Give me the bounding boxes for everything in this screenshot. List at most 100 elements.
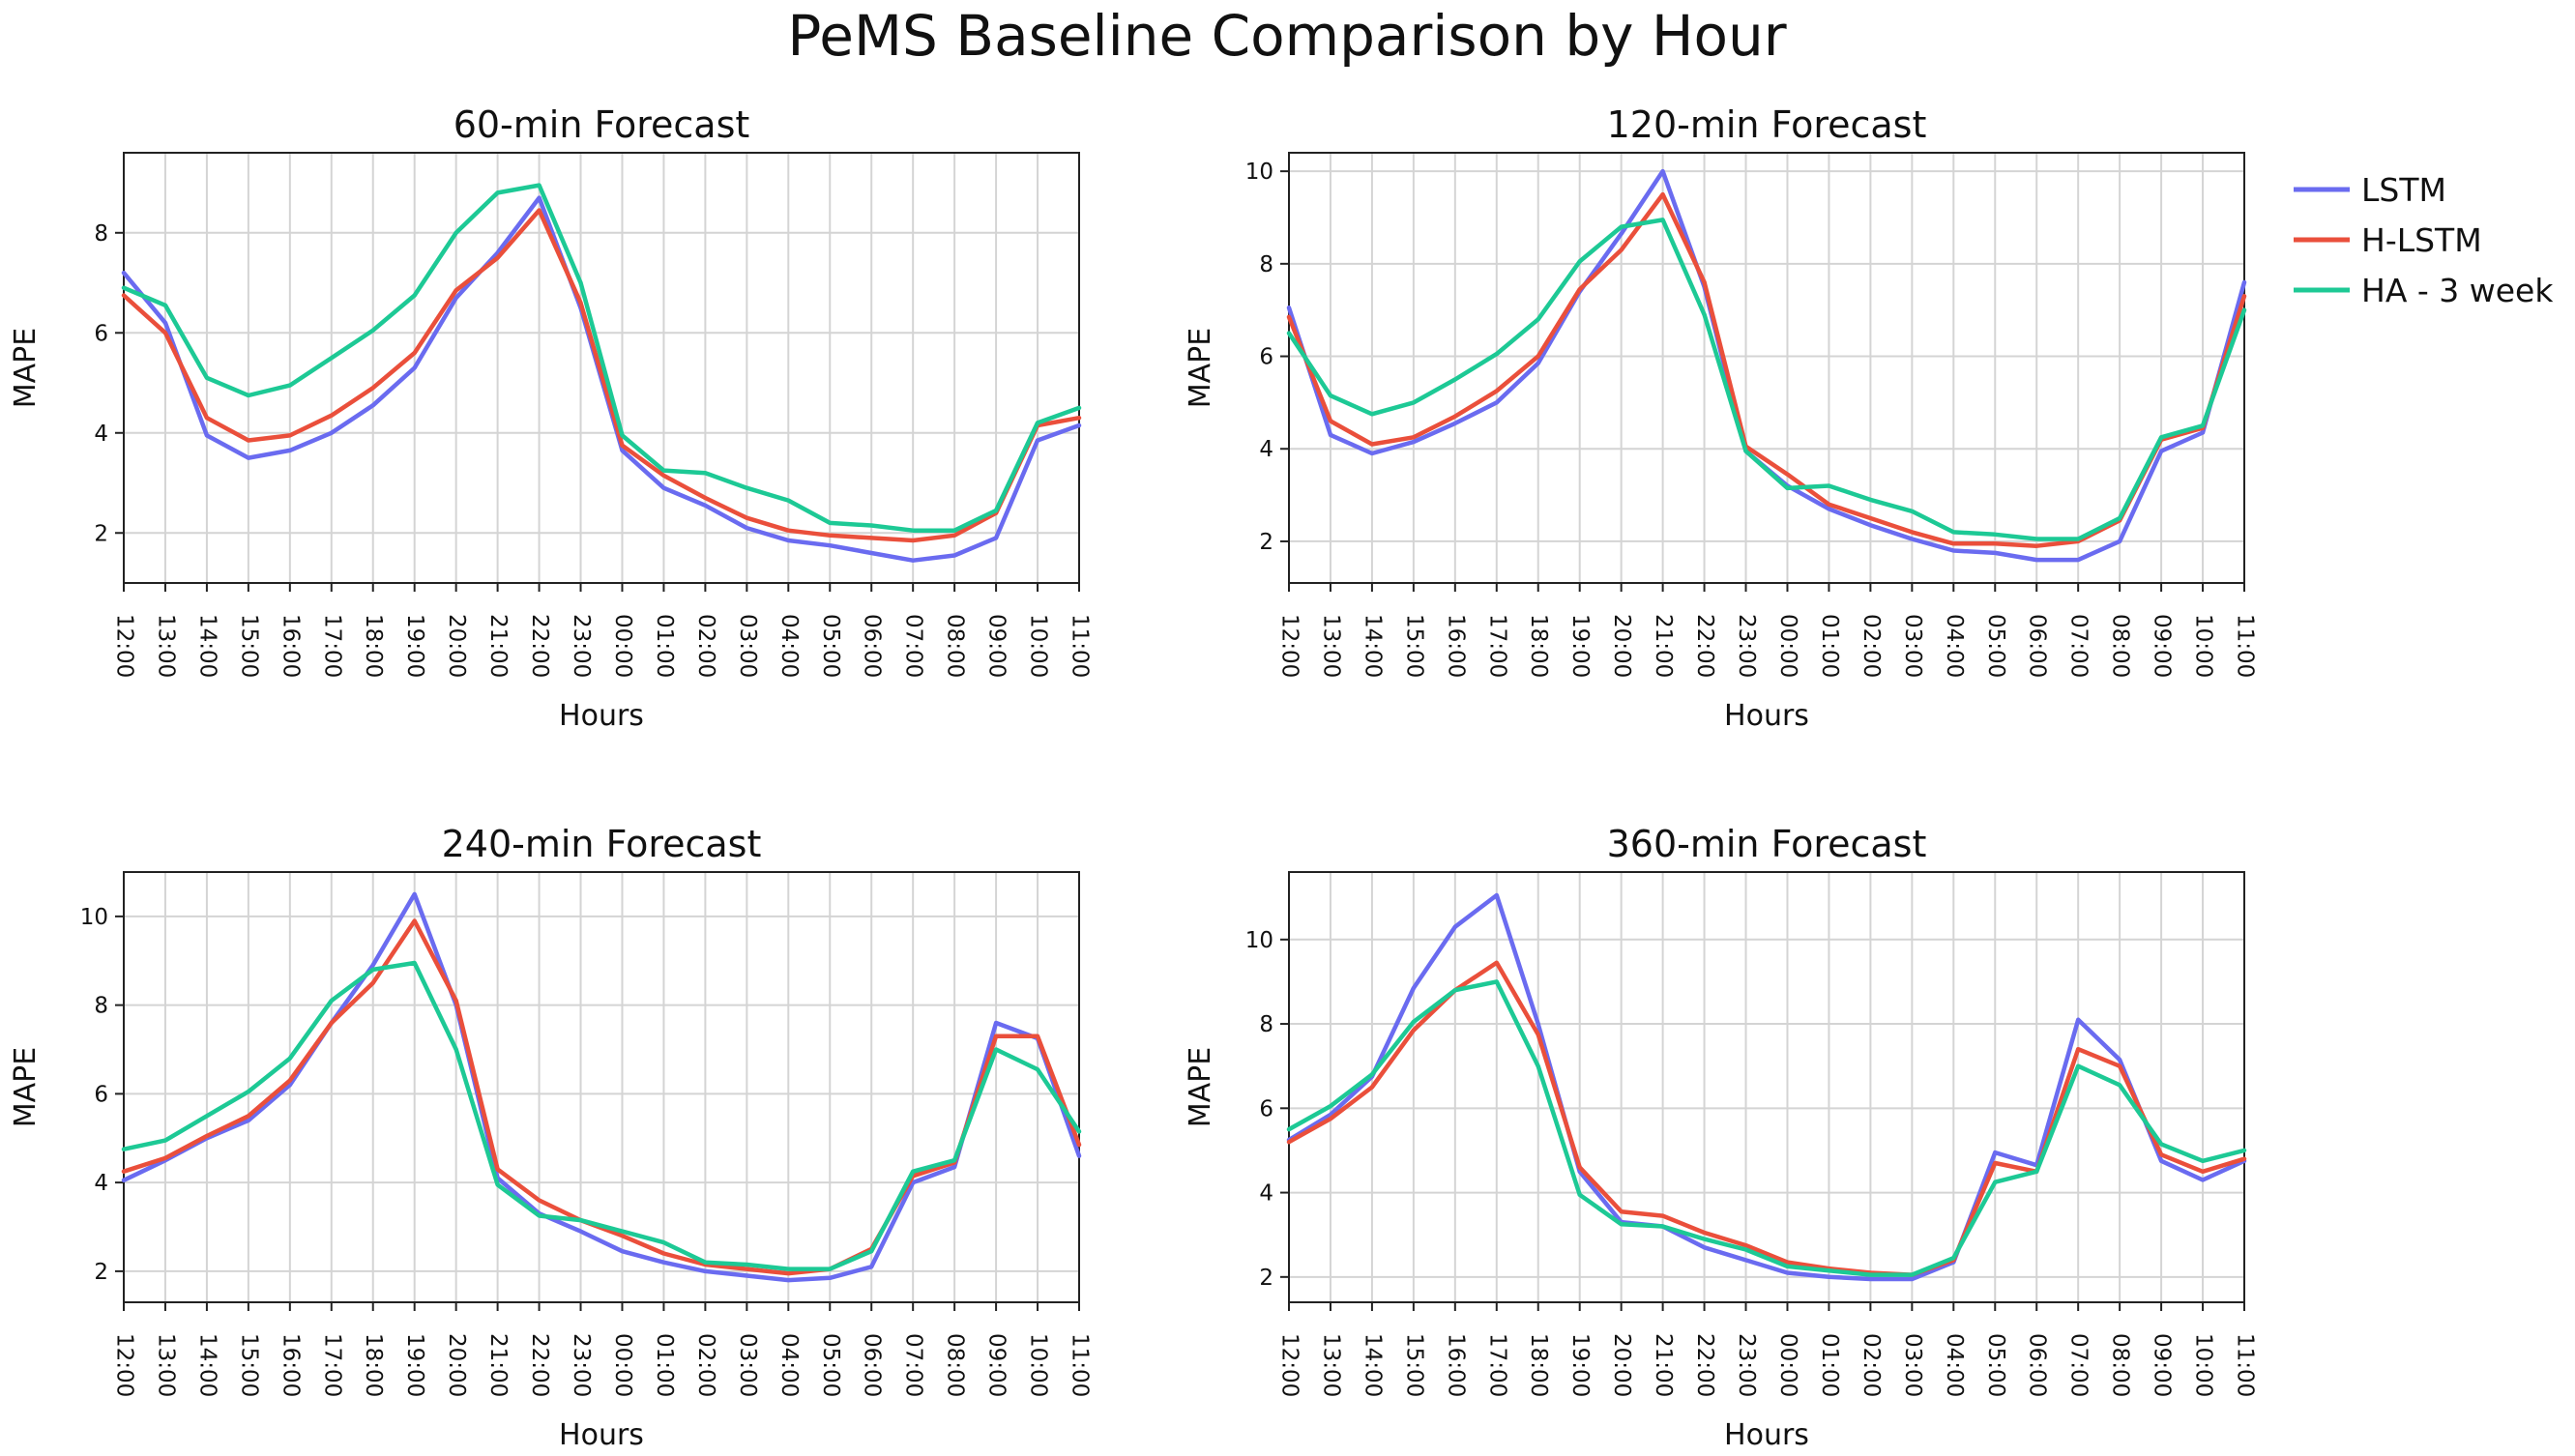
- legend-item: H-LSTM: [2294, 221, 2482, 259]
- y-tick-label: 8: [1259, 252, 1273, 277]
- y-tick-label: 8: [1259, 1012, 1273, 1037]
- plot-frame: [1288, 871, 2245, 1303]
- chart-panels: 60-min Forecast 2 4 6 8 12:00 13:00 14:00 15:00 1…: [9, 103, 2258, 1452]
- x-tick-label: 19:00: [1567, 614, 1593, 678]
- y-tick-label: 6: [94, 1082, 108, 1107]
- x-tick-label: 20:00: [444, 1333, 469, 1397]
- chart-panel-1: 60-min Forecast 2 4 6 8 12:00 13:00 14:00 15:00 1…: [9, 103, 1093, 733]
- x-tick-label: 12:00: [112, 614, 137, 678]
- x-tick-label: 13:00: [1318, 614, 1343, 678]
- x-tick-label: 18:00: [1526, 614, 1551, 678]
- x-tick-label: 23:00: [1734, 1333, 1759, 1397]
- legend-label: HA - 3 week: [2361, 272, 2554, 309]
- x-tick-label: 19:00: [1567, 1333, 1593, 1397]
- plot-frame: [1288, 152, 2245, 584]
- x-tick-label: 01:00: [1817, 614, 1842, 678]
- x-tick-label: 07:00: [901, 1333, 926, 1397]
- x-tick-label: 11:00: [1068, 1333, 1093, 1397]
- x-tick-label: 20:00: [444, 614, 469, 678]
- x-tick-label: 22:00: [527, 614, 552, 678]
- x-tick-label: 15:00: [1401, 1333, 1426, 1397]
- y-tick-label: 4: [94, 422, 108, 447]
- x-tick-label: 10:00: [1026, 614, 1051, 678]
- x-tick-label: 09:00: [2150, 1333, 2175, 1397]
- x-tick-label: 09:00: [2150, 614, 2175, 678]
- x-tick-label: 22:00: [527, 1333, 552, 1397]
- y-tick-label: 10: [1245, 928, 1273, 953]
- x-tick-label: 20:00: [1609, 614, 1634, 678]
- x-tick-label: 08:00: [943, 614, 968, 678]
- x-tick-label: 14:00: [194, 614, 219, 678]
- x-tick-label: 00:00: [1775, 614, 1800, 678]
- x-tick-label: 13:00: [1318, 1333, 1343, 1397]
- legend: LSTM H-LSTM HA - 3 week: [2294, 171, 2554, 309]
- x-tick-label: 15:00: [236, 1333, 261, 1397]
- x-tick-label: 05:00: [1983, 614, 2008, 678]
- chart-title: 360-min Forecast: [1607, 823, 1927, 865]
- chart-panel-2: 120-min Forecast 2 4 6 8 10 12:00 13:00 14:00 15:…: [1184, 103, 2258, 733]
- x-tick-label: 00:00: [610, 1333, 635, 1397]
- y-tick-label: 8: [94, 994, 108, 1019]
- x-tick-label: 17:00: [319, 1333, 344, 1397]
- chart-panel-3: 240-min Forecast 2 4 6 8 10 12:00 13:00 14:00 15:…: [9, 823, 1093, 1452]
- x-tick-label: 02:00: [693, 614, 718, 678]
- x-tick-label: 07:00: [2066, 1333, 2092, 1397]
- plot-frame: [123, 152, 1080, 584]
- y-tick-label: 4: [1259, 437, 1273, 462]
- chart-title: 60-min Forecast: [454, 103, 750, 146]
- x-tick-label: 15:00: [1401, 614, 1426, 678]
- x-tick-label: 22:00: [1692, 1333, 1717, 1397]
- x-tick-label: 20:00: [1609, 1333, 1634, 1397]
- x-tick-label: 17:00: [1484, 1333, 1509, 1397]
- x-tick-label: 23:00: [569, 1333, 594, 1397]
- x-tick-label: 04:00: [1942, 614, 1967, 678]
- x-tick-label: 12:00: [1277, 1333, 1302, 1397]
- x-tick-label: 05:00: [818, 1333, 843, 1397]
- x-tick-label: 00:00: [610, 614, 635, 678]
- y-tick-label: 10: [1245, 160, 1273, 185]
- x-axis-label: Hours: [1724, 699, 1809, 733]
- plot-frame: [123, 871, 1080, 1303]
- x-tick-label: 03:00: [1900, 614, 1925, 678]
- y-tick-label: 10: [80, 905, 108, 930]
- figure-title: PeMS Baseline Comparison by Hour: [787, 3, 1786, 69]
- series-line-ha-3-week: [1286, 218, 2247, 541]
- x-tick-label: 14:00: [1360, 614, 1385, 678]
- x-tick-label: 22:00: [1692, 614, 1717, 678]
- y-tick-label: 2: [94, 1260, 108, 1285]
- x-tick-label: 13:00: [153, 1333, 178, 1397]
- x-tick-label: 16:00: [278, 614, 303, 678]
- x-tick-label: 04:00: [776, 614, 802, 678]
- x-tick-label: 06:00: [860, 614, 885, 678]
- x-tick-label: 21:00: [1651, 1333, 1676, 1397]
- y-tick-label: 8: [94, 221, 108, 247]
- x-tick-label: 15:00: [236, 614, 261, 678]
- x-tick-label: 19:00: [402, 1333, 427, 1397]
- x-tick-label: 10:00: [1026, 1333, 1051, 1397]
- x-tick-label: 09:00: [984, 614, 1010, 678]
- y-tick-label: 4: [1259, 1181, 1273, 1207]
- x-tick-label: 17:00: [1484, 614, 1509, 678]
- x-tick-label: 01:00: [1817, 1333, 1842, 1397]
- x-tick-label: 23:00: [1734, 614, 1759, 678]
- y-tick-label: 6: [1259, 1096, 1273, 1121]
- x-tick-label: 21:00: [1651, 614, 1676, 678]
- x-tick-label: 11:00: [2233, 614, 2258, 678]
- x-tick-label: 04:00: [1942, 1333, 1967, 1397]
- x-tick-label: 23:00: [569, 614, 594, 678]
- x-tick-label: 08:00: [2108, 614, 2133, 678]
- y-tick-label: 6: [94, 321, 108, 346]
- x-tick-label: 03:00: [1900, 1333, 1925, 1397]
- legend-label: H-LSTM: [2361, 221, 2482, 259]
- x-tick-label: 17:00: [319, 614, 344, 678]
- x-tick-label: 05:00: [818, 614, 843, 678]
- x-tick-label: 03:00: [735, 614, 760, 678]
- x-tick-label: 07:00: [2066, 614, 2092, 678]
- y-axis-label: MAPE: [9, 1047, 43, 1127]
- x-tick-label: 06:00: [860, 1333, 885, 1397]
- series-line-lstm: [1286, 892, 2247, 1282]
- x-tick-label: 11:00: [2233, 1333, 2258, 1397]
- x-tick-label: 13:00: [153, 614, 178, 678]
